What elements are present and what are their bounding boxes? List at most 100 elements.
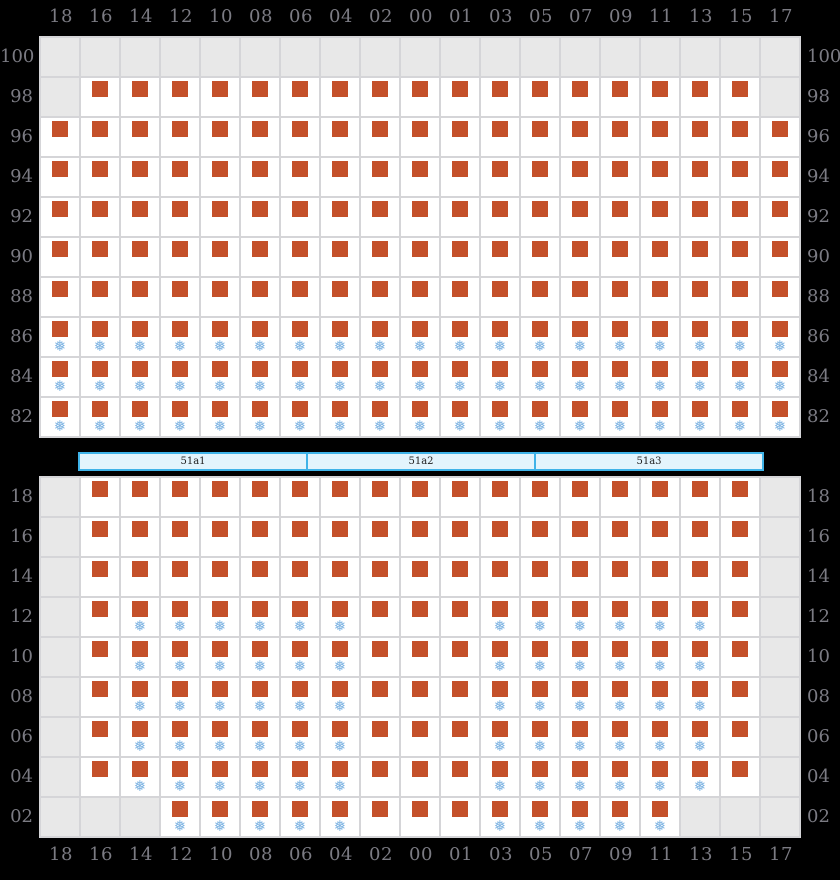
seat-cell[interactable] xyxy=(479,156,519,196)
seat-cell[interactable] xyxy=(239,116,279,156)
seat-cell[interactable]: ❅ xyxy=(759,356,799,396)
seat-cell[interactable]: ❅ xyxy=(399,316,439,356)
seat-cell[interactable] xyxy=(399,556,439,596)
seat-cell[interactable] xyxy=(79,156,119,196)
seat-cell[interactable] xyxy=(719,476,759,516)
seat-cell[interactable] xyxy=(679,516,719,556)
seat-cell[interactable]: ❅ xyxy=(319,676,359,716)
seat-cell[interactable]: ❅ xyxy=(39,356,79,396)
seat-cell[interactable] xyxy=(719,76,759,116)
seat-cell[interactable]: ❅ xyxy=(599,316,639,356)
seat-cell[interactable] xyxy=(39,196,79,236)
seat-cell[interactable]: ❅ xyxy=(639,636,679,676)
seat-cell[interactable] xyxy=(399,596,439,636)
seat-cell[interactable] xyxy=(639,116,679,156)
seat-cell[interactable] xyxy=(239,76,279,116)
seat-cell[interactable] xyxy=(399,236,439,276)
seat-cell[interactable]: ❅ xyxy=(479,716,519,756)
seat-cell[interactable] xyxy=(359,276,399,316)
seat-cell[interactable] xyxy=(79,676,119,716)
seat-cell[interactable] xyxy=(719,636,759,676)
seat-cell[interactable] xyxy=(359,196,399,236)
seat-cell[interactable] xyxy=(719,236,759,276)
seat-cell[interactable]: ❅ xyxy=(639,676,679,716)
seat-cell[interactable] xyxy=(279,156,319,196)
seat-cell[interactable] xyxy=(639,196,679,236)
seat-cell[interactable] xyxy=(399,676,439,716)
seat-cell[interactable]: ❅ xyxy=(159,636,199,676)
seat-cell[interactable] xyxy=(399,516,439,556)
seat-cell[interactable]: ❅ xyxy=(639,396,679,436)
seat-cell[interactable]: ❅ xyxy=(519,316,559,356)
seat-cell[interactable]: ❅ xyxy=(439,396,479,436)
seat-cell[interactable] xyxy=(79,636,119,676)
seat-cell[interactable] xyxy=(399,196,439,236)
seat-cell[interactable]: ❅ xyxy=(119,356,159,396)
seat-cell[interactable] xyxy=(119,196,159,236)
seat-cell[interactable] xyxy=(719,116,759,156)
seat-cell[interactable] xyxy=(159,156,199,196)
seat-cell[interactable] xyxy=(599,276,639,316)
seat-cell[interactable]: ❅ xyxy=(519,756,559,796)
seat-cell[interactable]: ❅ xyxy=(79,316,119,356)
seat-cell[interactable] xyxy=(319,556,359,596)
seat-cell[interactable]: ❅ xyxy=(759,316,799,356)
seat-cell[interactable] xyxy=(119,276,159,316)
seat-cell[interactable] xyxy=(359,596,399,636)
seat-cell[interactable]: ❅ xyxy=(319,396,359,436)
seat-cell[interactable]: ❅ xyxy=(639,756,679,796)
seat-cell[interactable] xyxy=(79,236,119,276)
seat-cell[interactable] xyxy=(679,556,719,596)
seat-cell[interactable] xyxy=(519,76,559,116)
seat-cell[interactable] xyxy=(439,476,479,516)
seat-cell[interactable] xyxy=(559,476,599,516)
seat-cell[interactable] xyxy=(719,716,759,756)
seat-cell[interactable] xyxy=(439,716,479,756)
seat-cell[interactable] xyxy=(439,636,479,676)
seat-cell[interactable] xyxy=(759,276,799,316)
seat-cell[interactable] xyxy=(159,556,199,596)
seat-cell[interactable] xyxy=(519,236,559,276)
seat-cell[interactable]: ❅ xyxy=(479,676,519,716)
seat-cell[interactable] xyxy=(119,76,159,116)
seat-cell[interactable]: ❅ xyxy=(679,596,719,636)
seat-cell[interactable] xyxy=(519,196,559,236)
seat-cell[interactable]: ❅ xyxy=(679,636,719,676)
seat-cell[interactable] xyxy=(79,716,119,756)
seat-cell[interactable] xyxy=(359,76,399,116)
seat-cell[interactable] xyxy=(399,476,439,516)
seat-cell[interactable] xyxy=(479,476,519,516)
seat-cell[interactable]: ❅ xyxy=(719,316,759,356)
seat-cell[interactable] xyxy=(559,276,599,316)
seat-cell[interactable]: ❅ xyxy=(359,356,399,396)
seat-cell[interactable]: ❅ xyxy=(319,796,359,836)
seat-cell[interactable] xyxy=(359,116,399,156)
seat-cell[interactable] xyxy=(599,516,639,556)
seat-cell[interactable] xyxy=(39,236,79,276)
seat-cell[interactable] xyxy=(719,276,759,316)
seat-cell[interactable] xyxy=(599,156,639,196)
seat-cell[interactable] xyxy=(599,556,639,596)
seat-cell[interactable]: ❅ xyxy=(639,596,679,636)
seat-cell[interactable] xyxy=(239,276,279,316)
seat-cell[interactable] xyxy=(679,76,719,116)
seat-cell[interactable] xyxy=(479,276,519,316)
seat-cell[interactable] xyxy=(319,116,359,156)
seat-cell[interactable] xyxy=(759,116,799,156)
seat-cell[interactable]: ❅ xyxy=(479,596,519,636)
seat-cell[interactable] xyxy=(359,236,399,276)
seat-cell[interactable] xyxy=(679,116,719,156)
seat-cell[interactable] xyxy=(439,556,479,596)
seat-cell[interactable] xyxy=(199,476,239,516)
seat-cell[interactable] xyxy=(359,716,399,756)
seat-cell[interactable] xyxy=(79,756,119,796)
seat-cell[interactable]: ❅ xyxy=(199,716,239,756)
seat-cell[interactable]: ❅ xyxy=(279,596,319,636)
seat-cell[interactable]: ❅ xyxy=(239,716,279,756)
seat-cell[interactable] xyxy=(199,156,239,196)
seat-cell[interactable] xyxy=(239,196,279,236)
seat-cell[interactable]: ❅ xyxy=(199,676,239,716)
seat-cell[interactable]: ❅ xyxy=(79,356,119,396)
seat-cell[interactable]: ❅ xyxy=(559,316,599,356)
seat-cell[interactable]: ❅ xyxy=(159,396,199,436)
